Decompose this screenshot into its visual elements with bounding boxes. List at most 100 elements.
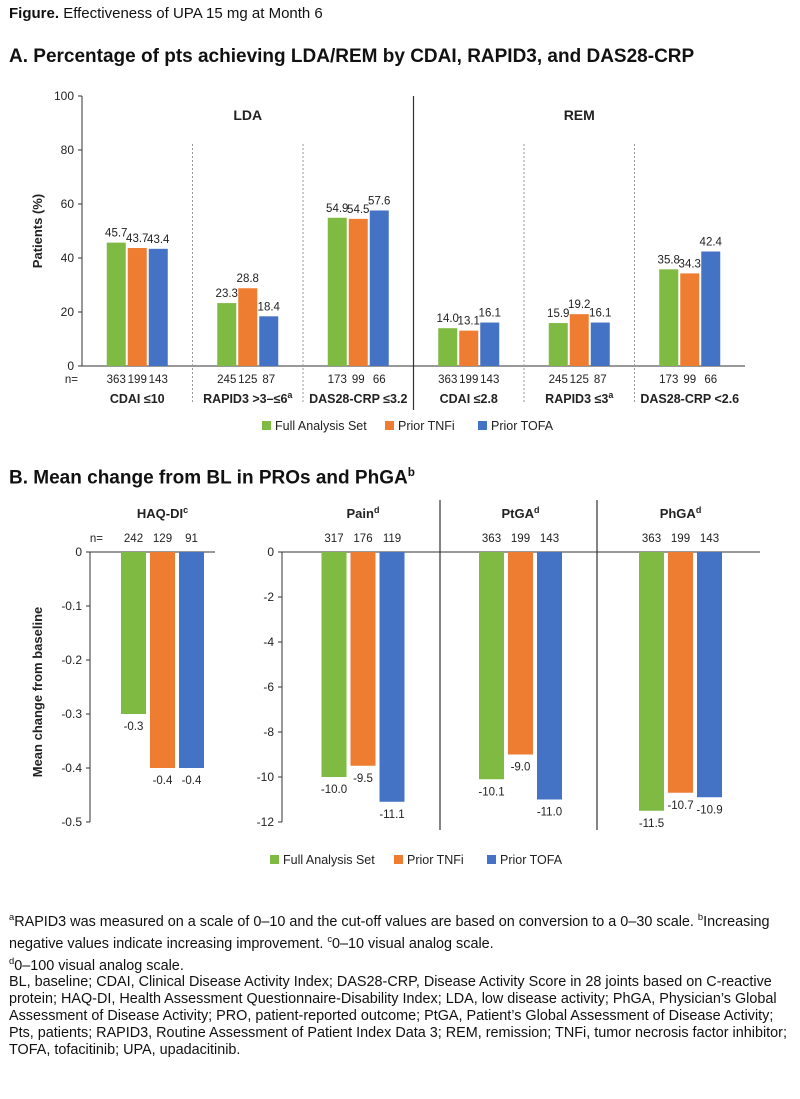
figure-caption-text: Effectiveness of UPA 15 mg at Month 6 bbox=[63, 5, 323, 22]
bar-value-label: -0.4 bbox=[182, 775, 202, 787]
footnote-d-text: 0–100 visual analog scale. bbox=[14, 957, 184, 974]
subplot-title-haq-di: HAQ-DIc bbox=[137, 505, 188, 521]
n-count-label: 66 bbox=[373, 374, 386, 386]
category-label: RAPID3 >3–≤6a bbox=[203, 390, 293, 406]
n-count-label: 125 bbox=[238, 374, 257, 386]
pain-y-tick-label: -6 bbox=[263, 680, 274, 694]
bar-cdai-10-series-1 bbox=[106, 242, 126, 366]
legend-b-label-2: Prior TNFi bbox=[407, 853, 464, 867]
bar-value-label: -9.5 bbox=[353, 773, 373, 785]
n-count-label: 143 bbox=[540, 533, 559, 545]
haq-y-tick-label: -0.2 bbox=[61, 653, 82, 667]
footnote-abbreviations: BL, baseline; CDAI, Clinical Disease Act… bbox=[9, 974, 787, 1059]
bar-value-label: 57.6 bbox=[368, 195, 390, 207]
haq-y-tick-label: -0.3 bbox=[61, 707, 82, 721]
category-label: CDAI ≤2.8 bbox=[440, 392, 498, 406]
bar-value-label: 34.3 bbox=[679, 258, 701, 270]
n-count-label: 199 bbox=[128, 374, 147, 386]
subplot-title-sup: d bbox=[534, 505, 540, 515]
pain-y-tick-label: -10 bbox=[257, 770, 275, 784]
n-count-label: 363 bbox=[438, 374, 457, 386]
bar-ptga-series-1 bbox=[479, 552, 504, 780]
bar-value-label: 54.5 bbox=[347, 204, 369, 216]
n-count-label: 245 bbox=[549, 374, 568, 386]
n-count-label: 143 bbox=[149, 374, 168, 386]
haq-y-tick-label: -0.1 bbox=[61, 599, 82, 613]
bar-value-label: 43.4 bbox=[147, 234, 170, 246]
subplot-title-sup: c bbox=[183, 505, 188, 515]
chart-a-ldarem-bars: 0 20 40 60 80 100 Patients (%) 45.7 363 43.7 199 43… bbox=[30, 89, 745, 433]
n-count-label: 87 bbox=[262, 374, 275, 386]
n-count-label: 66 bbox=[704, 374, 717, 386]
bar-rapid3-3-series-2 bbox=[569, 314, 589, 366]
n-count-label: 173 bbox=[659, 374, 678, 386]
subplot-title-sup: d bbox=[696, 505, 702, 515]
bar-ptga-series-3 bbox=[537, 552, 562, 800]
n-count-label: 176 bbox=[353, 533, 372, 545]
category-label-sup: a bbox=[608, 390, 614, 400]
bar-value-label: 54.9 bbox=[326, 203, 348, 215]
bar-ptga-series-2 bbox=[508, 552, 533, 755]
n-count-label: 143 bbox=[480, 374, 499, 386]
footnote-a-text: RAPID3 was measured on a scale of 0–10 a… bbox=[14, 913, 698, 930]
bar-value-label: 42.4 bbox=[700, 237, 723, 249]
footnote-sup-a: a bbox=[9, 912, 15, 922]
bar-pain-series-2 bbox=[350, 552, 376, 766]
y-tick-label: 60 bbox=[61, 197, 75, 211]
bar-value-label: -0.3 bbox=[124, 721, 144, 733]
bar-phga-series-1 bbox=[639, 552, 664, 811]
bar-value-label: -10.1 bbox=[478, 786, 504, 798]
bar-value-label: 28.8 bbox=[237, 273, 259, 285]
pain-y-tick-label: 0 bbox=[267, 545, 274, 559]
legend-b-swatch-2 bbox=[394, 855, 403, 864]
bar-value-label: -10.9 bbox=[696, 804, 722, 816]
haq-y-tick-label: -0.4 bbox=[61, 761, 82, 775]
subplot-title-pain: Paind bbox=[347, 505, 380, 521]
footnote-sup-c: c bbox=[327, 933, 333, 944]
bar-phga-series-3 bbox=[697, 552, 722, 798]
category-label: DAS28-CRP ≤3.2 bbox=[309, 392, 407, 406]
panel-b-title-text: B. Mean change from BL in PROs and PhGA bbox=[9, 467, 408, 489]
bar-rapid3-3-6-series-2 bbox=[238, 288, 258, 366]
bar-cdai-10-series-2 bbox=[127, 248, 147, 366]
legend-b-swatch-3 bbox=[487, 855, 496, 864]
panel-b-title-sup: b bbox=[407, 466, 415, 479]
footnote-sup-d: d bbox=[9, 955, 15, 966]
n-prefix-label-b: n= bbox=[90, 533, 103, 545]
haq-y-tick-label: -0.5 bbox=[61, 815, 82, 829]
bar-cdai-2-8-series-1 bbox=[438, 328, 458, 366]
category-label-sup: a bbox=[287, 390, 293, 400]
n-count-label: 199 bbox=[511, 533, 530, 545]
subplot-title-ptga: PtGAd bbox=[502, 505, 540, 521]
pain-y-tick-label: -4 bbox=[263, 635, 274, 649]
bar-rapid3-3-6-series-3 bbox=[259, 316, 279, 366]
n-count-label: 99 bbox=[352, 374, 365, 386]
n-count-label: 125 bbox=[570, 374, 589, 386]
y-tick-label: 40 bbox=[61, 251, 75, 265]
n-count-label: 143 bbox=[700, 533, 719, 545]
n-count-label: 129 bbox=[153, 533, 172, 545]
legend-swatch-1 bbox=[262, 421, 271, 430]
bar-das28-crp-3-2-series-3 bbox=[369, 210, 389, 366]
n-count-label: 363 bbox=[107, 374, 126, 386]
haq-y-tick-label: 0 bbox=[75, 545, 82, 559]
n-count-label: 363 bbox=[642, 533, 661, 545]
bar-value-label: -10.7 bbox=[667, 800, 693, 812]
n-prefix-label: n= bbox=[65, 374, 78, 386]
y-axis-title-b: Mean change from baseline bbox=[30, 607, 45, 778]
legend-swatch-3 bbox=[478, 421, 487, 430]
bar-value-label: 18.4 bbox=[258, 301, 281, 313]
n-count-label: 317 bbox=[324, 533, 343, 545]
subplot-title-sup: d bbox=[374, 505, 380, 515]
footnote-b-text: Increasing negative values indicate incr… bbox=[9, 913, 770, 952]
group-header-lda: LDA bbox=[233, 107, 262, 123]
legend-label-1: Full Analysis Set bbox=[275, 419, 367, 433]
n-count-label: 173 bbox=[328, 374, 347, 386]
n-count-label: 363 bbox=[482, 533, 501, 545]
legend-b-swatch-1 bbox=[270, 855, 279, 864]
legend-b-label-1: Full Analysis Set bbox=[283, 853, 375, 867]
bar-value-label: 16.1 bbox=[479, 308, 501, 320]
bar-das28-crp-2-6-series-1 bbox=[659, 269, 679, 366]
group-header-rem: REM bbox=[564, 107, 595, 123]
bar-value-label: 13.1 bbox=[458, 316, 480, 328]
